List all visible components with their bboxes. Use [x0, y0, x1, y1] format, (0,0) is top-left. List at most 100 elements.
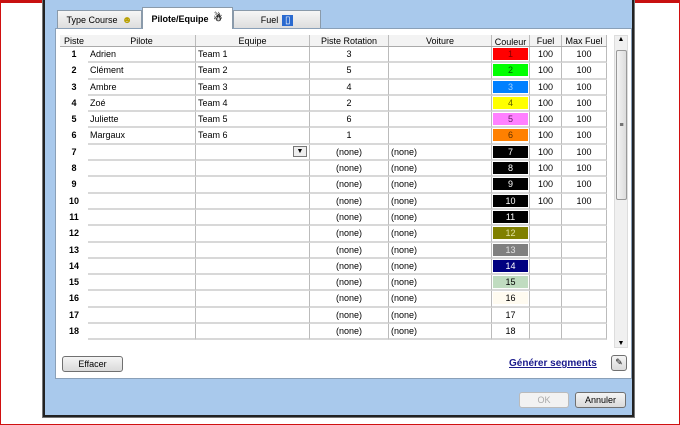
equipe-cell[interactable]	[196, 193, 310, 210]
chevron-down-icon[interactable]: ▼	[293, 145, 307, 157]
fuel-cell[interactable]: 100	[530, 79, 562, 96]
max-fuel-cell[interactable]: 100	[562, 177, 607, 194]
voiture-cell[interactable]: (none)	[389, 144, 492, 162]
max-fuel-cell[interactable]: 100	[562, 144, 607, 162]
equipe-cell[interactable]	[196, 291, 310, 308]
fuel-cell[interactable]	[530, 209, 562, 227]
equipe-cell[interactable]	[196, 209, 310, 227]
fuel-cell[interactable]	[530, 242, 562, 259]
fuel-cell[interactable]	[530, 226, 562, 243]
couleur-cell[interactable]: 18	[492, 324, 530, 341]
voiture-cell[interactable]: (none)	[389, 307, 492, 325]
max-fuel-cell[interactable]	[562, 307, 607, 325]
voiture-cell[interactable]	[389, 47, 492, 64]
tab-pilote-equipe[interactable]: Pilote/Equipe ☃	[142, 7, 233, 29]
voiture-cell[interactable]	[389, 79, 492, 96]
equipe-cell[interactable]	[196, 161, 310, 178]
pilote-cell[interactable]	[88, 209, 196, 227]
max-fuel-cell[interactable]: 100	[562, 112, 607, 129]
equipe-cell[interactable]: Team 2	[196, 63, 310, 80]
generate-segments-link[interactable]: Générer segments	[509, 358, 597, 369]
fuel-cell[interactable]: 100	[530, 95, 562, 113]
couleur-cell[interactable]: 17	[492, 307, 530, 325]
pilote-cell[interactable]: Juliette	[88, 112, 196, 129]
voiture-cell[interactable]	[389, 128, 492, 145]
couleur-cell[interactable]: 13	[492, 242, 530, 259]
ok-button[interactable]: OK	[519, 392, 569, 408]
couleur-cell[interactable]: 2	[492, 63, 530, 80]
generate-segments-icon[interactable]: ✎	[611, 355, 627, 371]
pilote-cell[interactable]: Adrien	[88, 47, 196, 64]
pilote-cell[interactable]: Clément	[88, 63, 196, 80]
couleur-cell[interactable]: 11	[492, 209, 530, 227]
pilote-cell[interactable]	[88, 307, 196, 325]
max-fuel-cell[interactable]: 100	[562, 79, 607, 96]
equipe-cell[interactable]	[196, 258, 310, 276]
equipe-cell[interactable]	[196, 177, 310, 194]
couleur-cell[interactable]: 16	[492, 291, 530, 308]
max-fuel-cell[interactable]	[562, 291, 607, 308]
voiture-cell[interactable]: (none)	[389, 177, 492, 194]
piste-rotation-cell[interactable]: (none)	[310, 258, 389, 276]
max-fuel-cell[interactable]: 100	[562, 161, 607, 178]
max-fuel-cell[interactable]	[562, 226, 607, 243]
col-header-couleur[interactable]: Couleur	[492, 35, 530, 47]
couleur-cell[interactable]: 8	[492, 161, 530, 178]
voiture-cell[interactable]: (none)	[389, 161, 492, 178]
couleur-cell[interactable]: 15	[492, 275, 530, 292]
max-fuel-cell[interactable]	[562, 324, 607, 341]
piste-rotation-cell[interactable]: (none)	[310, 291, 389, 308]
equipe-cell[interactable]	[196, 242, 310, 259]
fuel-cell[interactable]: 100	[530, 144, 562, 162]
voiture-cell[interactable]: (none)	[389, 193, 492, 210]
piste-rotation-cell[interactable]: (none)	[310, 307, 389, 325]
pilote-cell[interactable]	[88, 161, 196, 178]
equipe-cell[interactable]: Team 4	[196, 95, 310, 113]
piste-rotation-cell[interactable]: 4	[310, 79, 389, 96]
scroll-down-icon[interactable]: ▼	[617, 340, 625, 347]
col-header-pilote[interactable]: Pilote	[88, 35, 196, 46]
fuel-cell[interactable]	[530, 291, 562, 308]
pilote-cell[interactable]: Margaux	[88, 128, 196, 145]
max-fuel-cell[interactable]	[562, 275, 607, 292]
scroll-thumb[interactable]: ≡	[616, 50, 627, 200]
tab-type-course[interactable]: Type Course ☻	[57, 10, 142, 29]
max-fuel-cell[interactable]	[562, 258, 607, 276]
voiture-cell[interactable]	[389, 112, 492, 129]
equipe-cell[interactable]	[196, 324, 310, 341]
couleur-cell[interactable]: 4	[492, 95, 530, 113]
pilote-cell[interactable]	[88, 193, 196, 210]
couleur-cell[interactable]: 5	[492, 112, 530, 129]
col-header-voiture[interactable]: Voiture	[389, 35, 492, 46]
col-header-piste-rotation[interactable]: Piste Rotation	[310, 35, 389, 46]
voiture-cell[interactable]	[389, 95, 492, 113]
couleur-cell[interactable]: 3	[492, 79, 530, 96]
piste-rotation-cell[interactable]: 2	[310, 95, 389, 113]
equipe-cell[interactable]	[196, 275, 310, 292]
fuel-cell[interactable]: 100	[530, 177, 562, 194]
fuel-cell[interactable]: 100	[530, 47, 562, 64]
fuel-cell[interactable]: 100	[530, 161, 562, 178]
voiture-cell[interactable]: (none)	[389, 242, 492, 259]
couleur-cell[interactable]: 9	[492, 177, 530, 194]
voiture-cell[interactable]: (none)	[389, 258, 492, 276]
cancel-button[interactable]: Annuler	[575, 392, 626, 408]
piste-rotation-cell[interactable]: (none)	[310, 209, 389, 227]
fuel-cell[interactable]: 100	[530, 128, 562, 145]
pilote-cell[interactable]	[88, 258, 196, 276]
equipe-cell[interactable]: Team 5	[196, 112, 310, 129]
max-fuel-cell[interactable]: 100	[562, 63, 607, 80]
max-fuel-cell[interactable]: 100	[562, 193, 607, 210]
fuel-cell[interactable]: 100	[530, 193, 562, 210]
vertical-scrollbar[interactable]: ▲ ≡ ▼	[614, 35, 628, 348]
fuel-cell[interactable]	[530, 275, 562, 292]
piste-rotation-cell[interactable]: (none)	[310, 177, 389, 194]
pilote-cell[interactable]	[88, 177, 196, 194]
piste-rotation-cell[interactable]: 6	[310, 112, 389, 129]
pilote-cell[interactable]	[88, 275, 196, 292]
voiture-cell[interactable]: (none)	[389, 209, 492, 227]
pilote-cell[interactable]	[88, 242, 196, 259]
voiture-cell[interactable]: (none)	[389, 291, 492, 308]
equipe-cell[interactable]: Team 3	[196, 79, 310, 96]
couleur-cell[interactable]: 6	[492, 128, 530, 145]
